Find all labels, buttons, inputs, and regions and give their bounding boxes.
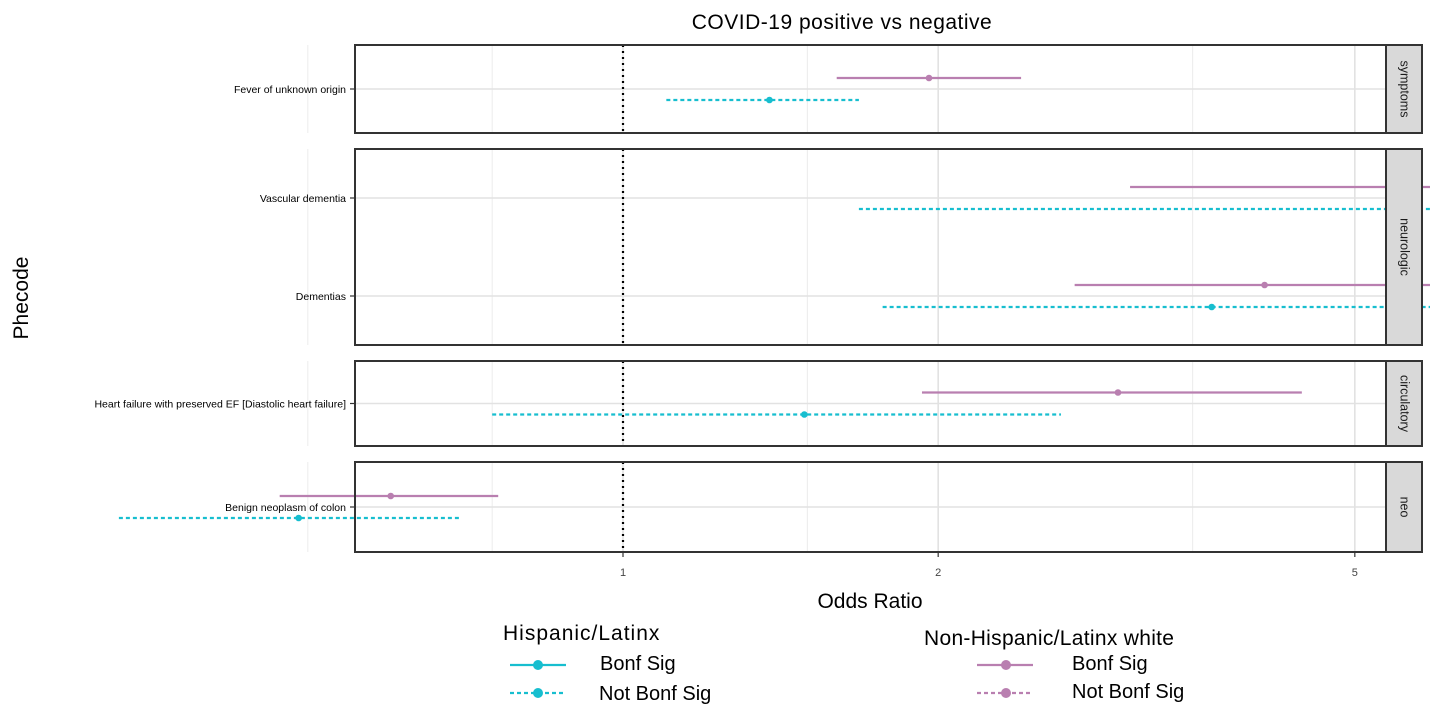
- point-estimate: [387, 492, 395, 500]
- legend-label-white-bonf-sig: Bonf Sig: [1072, 653, 1148, 675]
- chart-title: COVID-19 positive vs negative: [692, 11, 992, 34]
- legend-key-white-solid: [977, 660, 1033, 670]
- y-tick-label: Fever of unknown origin: [234, 84, 346, 96]
- panel-background: [355, 149, 1386, 345]
- point-estimate: [1261, 281, 1268, 289]
- x-tick-label: 1: [620, 567, 626, 579]
- x-tick-label: 5: [1352, 567, 1358, 579]
- point-estimate: [1208, 303, 1216, 311]
- y-tick-label: Heart failure with preserved EF [Diastol…: [94, 399, 346, 411]
- point-estimate: [801, 411, 808, 418]
- point-estimate: [925, 74, 933, 82]
- y-tick-label: Dementias: [296, 291, 346, 303]
- point-estimate: [766, 96, 773, 104]
- point-estimate: [1114, 389, 1122, 396]
- legend-key-white-dashed: [977, 688, 1033, 698]
- legend-key-hispanic-dashed: [510, 688, 566, 698]
- y-tick-label: Vascular dementia: [260, 193, 346, 205]
- x-axis-title: Odds Ratio: [817, 590, 922, 613]
- legend-title-hispanic: Hispanic/Latinx: [503, 622, 661, 645]
- strip-background: [1385, 148, 1423, 346]
- strip-label: circulatory: [1398, 375, 1412, 433]
- x-tick-label: 2: [935, 567, 941, 579]
- strip-label: neo: [1398, 497, 1412, 518]
- y-tick-label: Benign neoplasm of colon: [225, 502, 346, 514]
- strip-label: symptoms: [1398, 61, 1412, 118]
- point-estimate: [295, 514, 302, 522]
- legend-label-hispanic-not-bonf-sig: Not Bonf Sig: [599, 683, 712, 705]
- legend-title-non-hispanic-white: Non-Hispanic/Latinx white: [924, 627, 1175, 650]
- strip-background: [1385, 461, 1423, 553]
- strip-label: neurologic: [1398, 218, 1412, 276]
- legend-key-hispanic-solid: [510, 660, 566, 670]
- strip-background: [1385, 44, 1423, 134]
- legend-label-white-not-bonf-sig: Not Bonf Sig: [1072, 681, 1185, 703]
- y-axis-title: Phecode: [10, 257, 33, 340]
- legend-label-hispanic-bonf-sig: Bonf Sig: [600, 653, 676, 675]
- strip-background: [1385, 360, 1423, 447]
